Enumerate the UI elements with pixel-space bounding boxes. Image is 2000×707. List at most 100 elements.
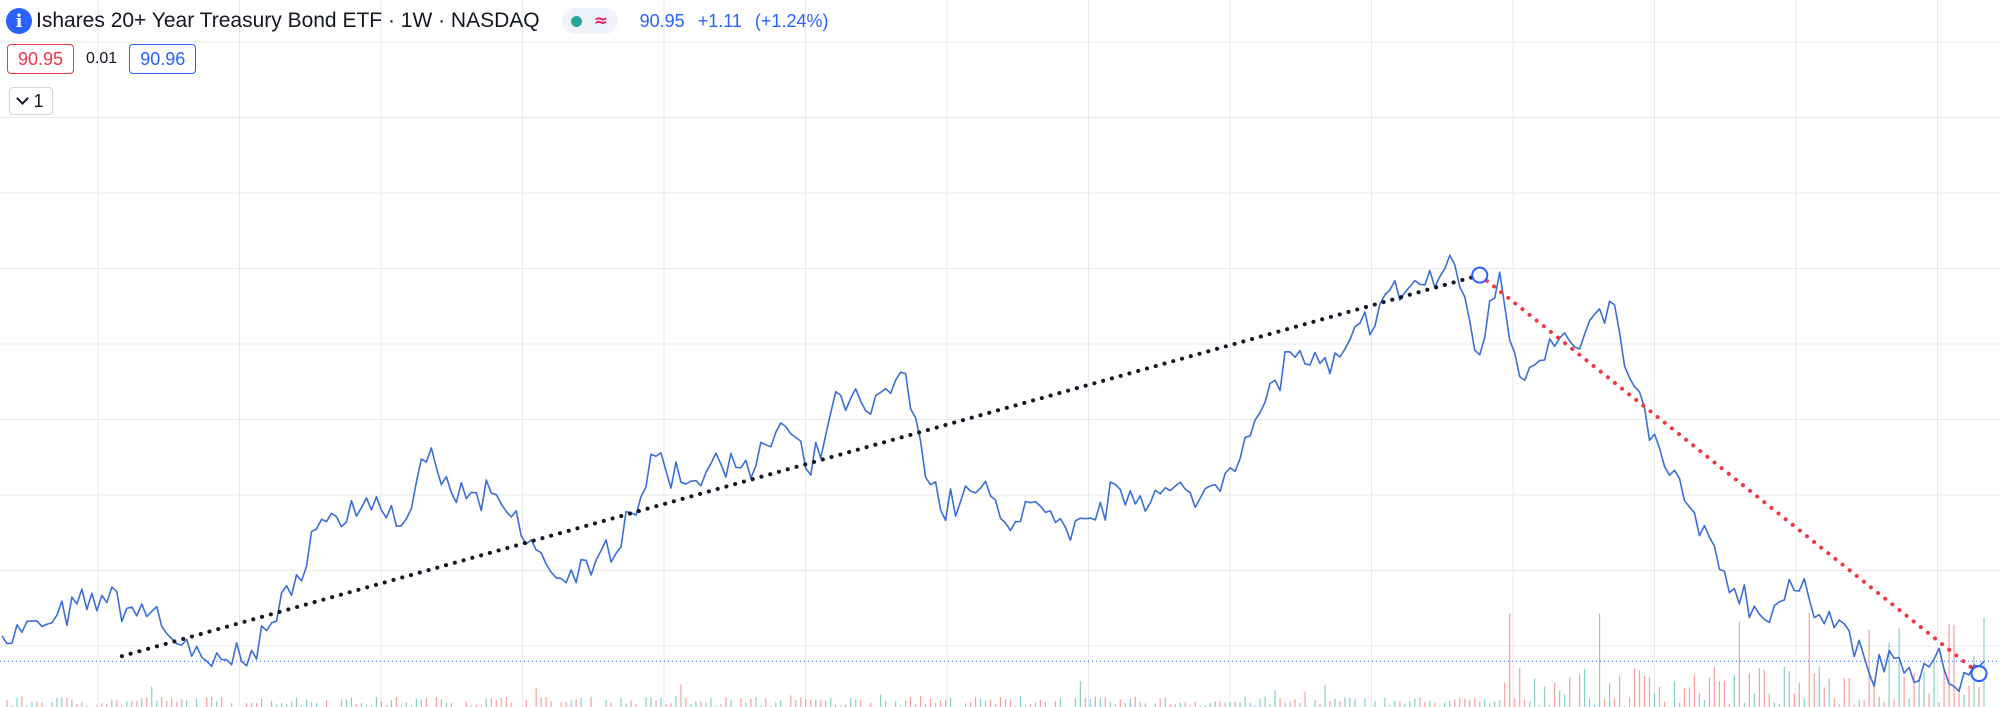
volume-bar xyxy=(825,700,827,707)
volume-bar xyxy=(1589,698,1591,707)
volume-bar xyxy=(141,698,143,707)
volume-bar xyxy=(1059,698,1061,707)
bid-button[interactable]: 90.95 xyxy=(7,44,75,74)
volume-bar xyxy=(51,702,53,707)
volume-bar xyxy=(1259,698,1261,707)
volume-bar xyxy=(211,697,213,707)
volume-bar xyxy=(136,701,138,707)
volume-bar xyxy=(1154,703,1156,707)
volume-bar xyxy=(540,697,542,707)
volume-bar xyxy=(660,697,662,707)
volume-bar xyxy=(1833,697,1835,707)
volume-bar xyxy=(1239,702,1241,707)
volume-bar xyxy=(1489,703,1491,707)
volume-bar xyxy=(500,698,502,707)
volume-bar xyxy=(6,700,8,707)
volume-bar xyxy=(106,704,108,707)
volume-bar xyxy=(1549,705,1551,707)
volume-bar xyxy=(560,702,562,707)
volume-bar xyxy=(176,701,178,707)
volume-bar xyxy=(1099,698,1101,707)
volume-bar xyxy=(1354,699,1356,707)
volume-bar xyxy=(1449,701,1451,707)
volume-bar xyxy=(700,700,702,707)
volume-bar xyxy=(790,695,792,707)
volume-bar xyxy=(1214,701,1216,707)
volume-bar xyxy=(1039,700,1042,707)
volume-bar xyxy=(1074,698,1076,707)
volume-bar xyxy=(1409,700,1411,707)
volume-bar xyxy=(1159,698,1161,707)
volume-bar xyxy=(275,705,278,707)
volume-bar xyxy=(1454,699,1456,707)
volume-bar xyxy=(1613,698,1616,707)
volume-bar xyxy=(1524,699,1526,707)
volume-bar xyxy=(1828,678,1830,707)
volume-bar xyxy=(1718,681,1720,707)
volume-bar xyxy=(1618,675,1621,707)
volume-bar xyxy=(221,697,223,707)
ask-button[interactable]: 90.96 xyxy=(129,44,197,74)
volume-bar xyxy=(1089,699,1091,707)
volume-bar xyxy=(251,702,253,707)
volume-bar xyxy=(256,702,258,707)
volume-bar xyxy=(1319,703,1321,707)
volume-bar xyxy=(1698,692,1701,707)
volume-bar xyxy=(1124,703,1126,707)
volume-bar xyxy=(1004,699,1007,707)
volume-bar xyxy=(1084,698,1086,707)
volume-bar xyxy=(465,701,467,707)
volume-bar xyxy=(1389,705,1391,707)
volume-bar xyxy=(360,703,363,707)
volume-bar xyxy=(96,705,98,707)
volume-bar xyxy=(1094,696,1096,707)
indicators-toggle-button[interactable]: 1 xyxy=(9,87,53,115)
volume-bar xyxy=(1249,702,1251,707)
volume-bar xyxy=(1923,672,1925,707)
volume-bar xyxy=(1843,678,1845,707)
volume-bar xyxy=(1703,700,1706,707)
volume-bar xyxy=(855,699,857,707)
volume-bar xyxy=(1603,699,1606,707)
last-price: 90.95 xyxy=(639,10,685,31)
volume-bar xyxy=(290,701,293,707)
volume-bar xyxy=(1673,680,1676,707)
info-icon[interactable]: i xyxy=(6,8,32,34)
volume-bar xyxy=(310,702,313,707)
volume-bar xyxy=(1623,705,1626,707)
volume-bar xyxy=(1978,687,1980,707)
volume-bar xyxy=(1973,655,1975,707)
volume-bar xyxy=(355,704,358,707)
market-status-pill[interactable]: ≈ xyxy=(561,8,618,34)
volume-bar xyxy=(545,697,547,707)
volume-bar xyxy=(171,697,173,707)
volume-bar xyxy=(979,698,982,707)
volume-bar xyxy=(56,698,58,707)
volume-bar xyxy=(126,701,128,707)
volume-bar xyxy=(1938,702,1940,707)
volume-bar xyxy=(495,699,497,707)
volume-bar xyxy=(1509,613,1511,707)
volume-bar xyxy=(1464,698,1466,707)
volume-bar xyxy=(1878,696,1880,707)
volume-bar xyxy=(1559,690,1561,707)
trendline-drawings[interactable] xyxy=(119,266,1988,683)
volume-bar xyxy=(1114,704,1116,707)
volume-bar xyxy=(490,698,492,707)
volume-bar xyxy=(1254,705,1256,707)
volume-bar xyxy=(121,705,123,707)
volume-bar xyxy=(625,703,627,707)
volume-bar xyxy=(1853,704,1855,707)
volume-bar xyxy=(1424,701,1426,707)
volume-bar xyxy=(111,699,113,707)
volume-bar xyxy=(385,705,388,707)
volume-bar xyxy=(565,701,567,707)
volume-bar xyxy=(870,702,872,707)
volume-bar xyxy=(630,700,632,707)
volume-bar xyxy=(151,686,153,707)
volume-bar xyxy=(156,700,158,707)
volume-bar xyxy=(1294,699,1296,707)
volume-bar xyxy=(1693,674,1696,707)
symbol-title[interactable]: Ishares 20+ Year Treasury Bond ETF · 1W … xyxy=(36,9,540,32)
